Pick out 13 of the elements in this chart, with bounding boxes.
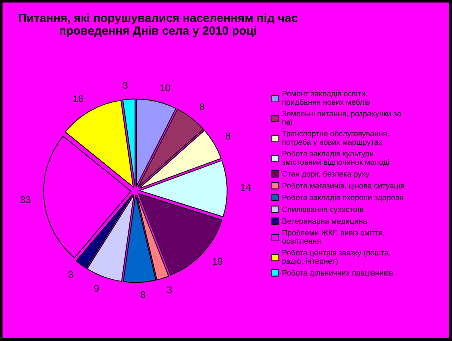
data-label: 33 bbox=[20, 196, 31, 204]
data-label: 3 bbox=[123, 82, 128, 89]
data-label: 3 bbox=[68, 271, 74, 278]
chart-title: Питання, які порушувалися населенням під час проведення Днів села у 2010 році bbox=[19, 14, 298, 38]
data-label: 8 bbox=[200, 104, 205, 110]
data-label: 10 bbox=[160, 84, 170, 92]
data-label: 9 bbox=[94, 285, 100, 292]
data-label: 14 bbox=[241, 184, 251, 192]
data-label: 8 bbox=[140, 291, 146, 298]
data-label: 8 bbox=[226, 132, 231, 140]
data-label: 19 bbox=[213, 258, 223, 266]
data-label: 3 bbox=[167, 286, 172, 294]
data-label: 16 bbox=[74, 95, 84, 102]
